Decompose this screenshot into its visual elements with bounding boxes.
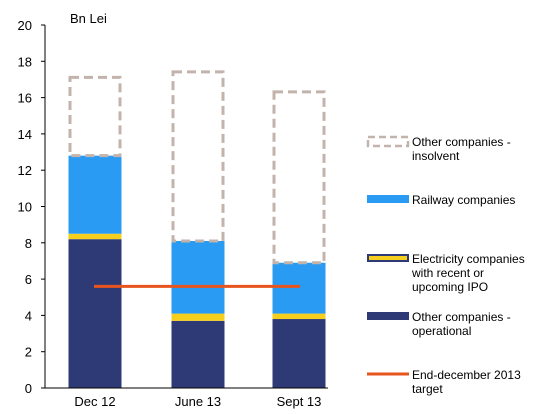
y-tick-label: 6 [25, 272, 32, 287]
y-tick-label: 8 [25, 236, 32, 251]
legend-label-line: Electricity companies [412, 252, 525, 266]
bar-electricity [68, 233, 122, 240]
bar-railway [68, 155, 122, 234]
legend-item: End-december 2013 target [367, 368, 521, 396]
legend-label-line: Railway companies [412, 193, 515, 207]
y-tick-label: 0 [25, 381, 32, 396]
bar-operational [272, 319, 326, 388]
bar-insolvent [272, 90, 326, 265]
legend-swatch [366, 135, 410, 148]
legend-label-line: target [412, 382, 443, 396]
bar-insolvent [171, 70, 225, 243]
x-tick-label: Dec 12 [74, 394, 115, 409]
unit-label: Bn Lei [70, 11, 107, 26]
y-tick-label: 10 [18, 200, 32, 215]
y-tick-label: 20 [18, 18, 32, 33]
x-axis-labels: Dec 12 June 13 Sept 13 [74, 394, 321, 409]
legend-item: Other companies -operational [367, 310, 511, 338]
legend-swatch [369, 256, 407, 260]
y-tick-label: 16 [18, 91, 32, 106]
legend-label-line: Other companies - [412, 310, 511, 324]
bar-railway [171, 240, 225, 314]
bar-railway [272, 262, 326, 314]
y-tick-label: 14 [18, 127, 32, 142]
bars [68, 70, 326, 388]
legend-label-line: with recent or [411, 266, 484, 280]
bar-electricity [171, 313, 225, 321]
legend-item: Railway companies [367, 193, 515, 207]
y-tick-label: 4 [25, 308, 32, 323]
legend-label-line: insolvent [412, 149, 460, 163]
legend-label: Electricity companies with recent or upcom… [411, 252, 525, 294]
bar-operational [68, 239, 122, 388]
legend-label-line: End-december 2013 [412, 368, 521, 382]
bar-electricity [272, 313, 326, 320]
legend-label: Railway companies [412, 193, 515, 207]
legend-label: Other companies -operational [412, 310, 511, 338]
legend-label: End-december 2013 target [412, 368, 521, 396]
legend-label-line: upcoming IPO [412, 280, 488, 294]
legend-swatch [367, 312, 409, 320]
y-tick-label: 2 [25, 345, 32, 360]
legend-item: Electricity companies with recent or upcom… [367, 252, 525, 294]
bar-insolvent [68, 75, 122, 158]
y-tick-label: 12 [18, 163, 32, 178]
y-axis-ticks: 0 2 4 6 8 10 12 14 16 18 20 [18, 18, 45, 396]
bar-operational [171, 320, 225, 388]
x-tick-label: Sept 13 [277, 394, 322, 409]
legend-label: Other companies -insolvent [412, 135, 511, 163]
legend-label-line: operational [412, 324, 471, 338]
y-tick-label: 18 [18, 54, 32, 69]
legend-label-line: Other companies - [412, 135, 511, 149]
x-tick-label: June 13 [175, 394, 221, 409]
legend-swatch [367, 195, 409, 203]
legend-item: Other companies -insolvent [366, 135, 511, 163]
